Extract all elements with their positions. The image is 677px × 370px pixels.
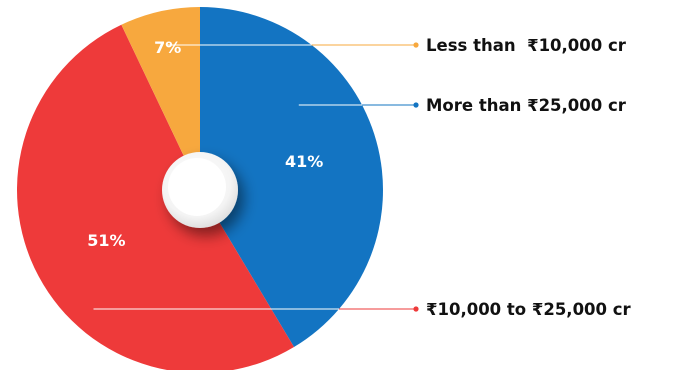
pie-slice bbox=[200, 7, 383, 348]
slice-value-labels: 41% 51% 7% bbox=[87, 38, 323, 250]
donut-center bbox=[162, 152, 238, 228]
donut-hole-inner bbox=[168, 158, 226, 216]
slice-value-label: 41% bbox=[285, 152, 323, 171]
legend-label: More than ₹25,000 cr bbox=[426, 96, 627, 115]
legend-dot bbox=[413, 102, 419, 108]
slice-value-label: 7% bbox=[154, 38, 181, 57]
legend: More than ₹25,000 cr ₹10,000 to ₹25,000 c… bbox=[426, 36, 632, 319]
legend-label: ₹10,000 to ₹25,000 cr bbox=[426, 300, 632, 319]
legend-label: Less than ₹10,000 cr bbox=[426, 36, 627, 55]
legend-dot bbox=[413, 42, 419, 48]
legend-dot bbox=[413, 306, 419, 312]
pie-slice bbox=[17, 24, 294, 370]
pie-slices bbox=[17, 6, 383, 370]
slice-value-label: 51% bbox=[87, 231, 125, 250]
leader-lines bbox=[93, 42, 419, 312]
pie-slice bbox=[121, 6, 200, 190]
